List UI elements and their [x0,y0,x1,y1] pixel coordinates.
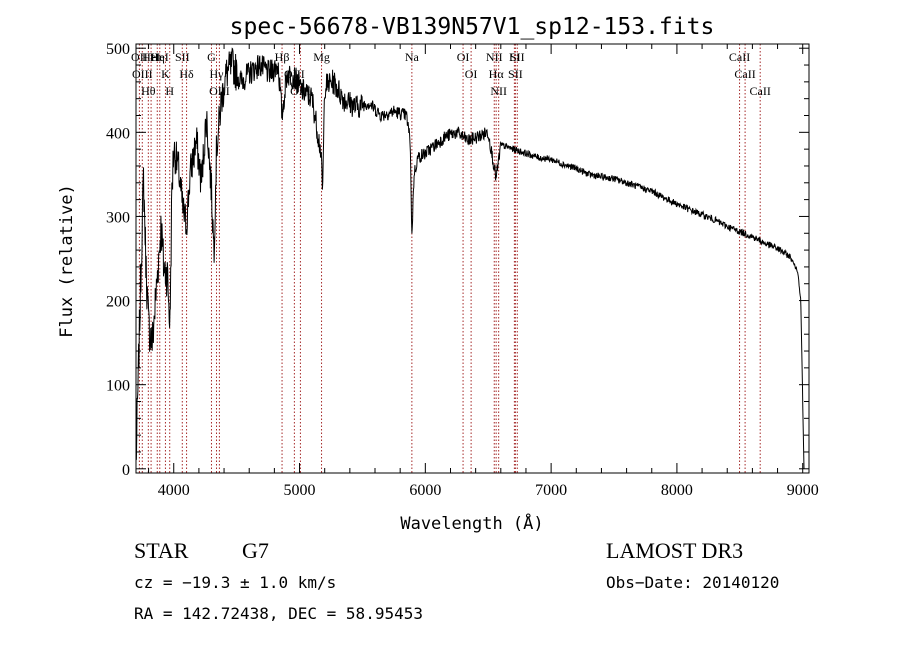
y-tick-label: 100 [106,378,130,395]
plot-frame [135,43,810,474]
spectral-line-label: SII [175,50,190,64]
spectral-line-label: SII [510,50,525,64]
spectral-line-label: SII [508,67,523,81]
spectral-line-label: G [207,50,216,64]
spectral-line-label: Li [509,50,520,64]
x-tick-label: 7000 [535,482,567,499]
x-tick-label: 5000 [284,482,316,499]
spectral-line-markers [138,44,761,473]
spectral-line-label: CaII [734,67,755,81]
spectral-line-label: Hθ [141,84,156,98]
spectral-line-label: NII [490,84,507,98]
y-tick-label: 400 [106,125,130,142]
spectral-line-label: CaII [729,50,750,64]
x-tick-label: 6000 [409,482,441,499]
axis-ticks: 4000 5000 6000 7000 8000 9000 0 100 200 300 400 500 [106,41,819,499]
chart-title: spec-56678-VB139N57V1_sp12-153.fits [230,14,715,40]
y-tick-label: 0 [122,462,130,479]
spectral-line-label: Hδ [179,67,194,81]
spectral-line-label: CaII [750,84,771,98]
spectral-line-label: NII [486,50,503,64]
spectrum-line [135,47,805,469]
spectral-line-label: H [165,84,174,98]
spectral-line-labels: OIIOIIIHθHeIHηHeIKHSIIHδGHγOIIIHβOIIIOII… [131,50,771,98]
spectral-line-label: Mg [313,50,330,64]
x-axis-label: Wavelength (Å) [400,512,543,534]
survey-name: LAMOST DR3 [606,538,744,563]
spectral-line-label: Hγ [210,67,225,81]
redshift-readout: cz = −19.3 ± 1.0 km/s [134,573,337,592]
x-tick-label: 9000 [787,482,819,499]
spectral-line-label: OII [131,50,148,64]
plot-axes [135,43,810,474]
spectral-line-label: Na [405,50,420,64]
spectral-line-label: HeI [151,50,169,64]
spectral-line-label: Hα [489,67,505,81]
obs-date: Obs−Date: 20140120 [606,573,780,592]
spectral-line-label: OI [457,50,470,64]
spectral-line-label: OI [465,67,478,81]
spectral-line-label: OIII [209,84,230,98]
subclass: G7 [242,538,269,563]
object-class: STAR [134,538,189,563]
spectral-line-label: Hβ [275,50,290,64]
y-tick-label: 300 [106,209,130,226]
spectral-line-label: OIII [132,67,153,81]
y-tick-label: 200 [106,294,130,311]
coordinates: RA = 142.72438, DEC = 58.95453 [134,604,423,623]
y-axis-label: Flux (relative) [57,184,77,338]
x-tick-label: 8000 [661,482,693,499]
x-tick-label: 4000 [158,482,190,499]
spectral-line-label: HeI [142,50,160,64]
spectral-line-label: K [161,67,170,81]
spectral-line-label: Hη [150,50,165,64]
y-tick-label: 500 [106,41,130,58]
